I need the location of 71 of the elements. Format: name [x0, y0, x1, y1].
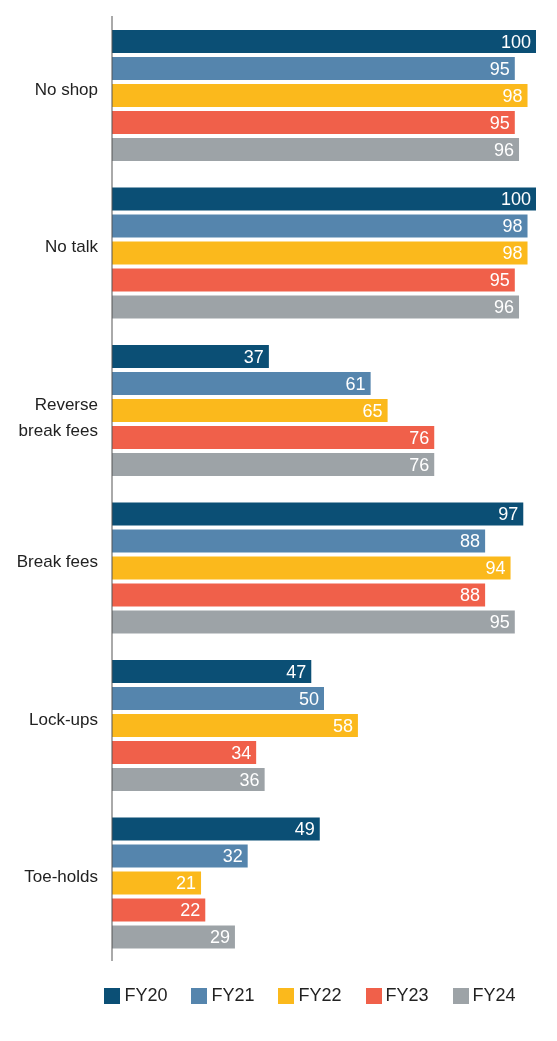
bar — [112, 268, 515, 292]
legend-label: FY21 — [211, 985, 255, 1005]
bar — [112, 925, 235, 949]
legend-label: FY22 — [298, 985, 342, 1005]
data-label: 96 — [494, 139, 515, 160]
y-tick-label: Break fees — [16, 552, 98, 572]
bar — [112, 241, 528, 265]
data-label: 37 — [243, 346, 264, 367]
data-label: 49 — [294, 819, 315, 840]
data-label: 95 — [489, 58, 510, 79]
data-label: 76 — [409, 454, 430, 475]
data-label: 97 — [498, 504, 519, 525]
data-label: 65 — [362, 400, 383, 421]
bar — [112, 817, 320, 841]
y-tick-label: Toe-holds — [24, 867, 98, 887]
bar — [112, 768, 265, 791]
data-label: 88 — [460, 585, 481, 606]
data-label: 96 — [494, 297, 515, 318]
bar — [112, 898, 206, 922]
data-label: 95 — [489, 612, 510, 633]
data-label: 36 — [239, 769, 260, 790]
bar — [112, 30, 536, 53]
data-label: 95 — [489, 270, 510, 291]
data-label: 94 — [485, 558, 506, 579]
bar — [112, 214, 528, 238]
bar — [112, 741, 257, 764]
bar — [112, 295, 520, 319]
bar — [112, 399, 388, 422]
y-tick-label: Lock-ups — [29, 709, 98, 729]
bar — [112, 660, 312, 683]
bar — [112, 187, 536, 211]
bar — [112, 57, 515, 80]
data-label: 22 — [180, 900, 201, 921]
data-label: 58 — [332, 715, 353, 736]
data-label: 98 — [502, 216, 523, 237]
bar — [112, 372, 371, 395]
y-tick-label: No talk — [45, 237, 99, 257]
bar — [112, 502, 524, 526]
data-label: 76 — [409, 427, 430, 448]
bar — [112, 871, 202, 895]
data-label: 50 — [298, 688, 319, 709]
data-label: 47 — [286, 661, 307, 682]
data-label: 98 — [502, 243, 523, 264]
bar — [112, 345, 269, 368]
data-label: 95 — [489, 112, 510, 133]
bar — [112, 426, 435, 449]
data-label: 21 — [176, 873, 197, 894]
bar — [112, 714, 358, 737]
legend-label: FY20 — [124, 985, 168, 1005]
y-tick-label: No shop — [34, 79, 98, 99]
bar — [112, 84, 528, 107]
data-label: 29 — [209, 927, 230, 948]
bar — [112, 453, 435, 476]
data-label: 61 — [345, 373, 366, 394]
bar — [112, 529, 486, 553]
bar — [112, 111, 515, 134]
data-label: 88 — [460, 531, 481, 552]
bar — [112, 556, 511, 580]
y-tick-label: Reverse break fees — [18, 394, 98, 440]
data-label: 98 — [502, 85, 523, 106]
bar — [112, 844, 248, 868]
data-label: 100 — [500, 31, 531, 52]
legend-label: FY23 — [385, 985, 429, 1005]
bar — [112, 610, 515, 634]
data-label: 32 — [222, 846, 243, 867]
bar — [112, 583, 486, 607]
data-label: 34 — [231, 742, 252, 763]
bar — [112, 687, 324, 710]
legend-label: FY24 — [472, 985, 516, 1005]
bar — [112, 138, 520, 161]
data-label: 100 — [500, 189, 531, 210]
